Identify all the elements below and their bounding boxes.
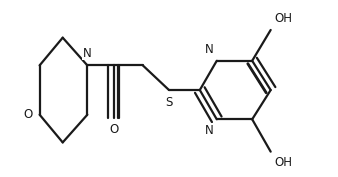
Text: O: O — [24, 108, 33, 121]
Text: N: N — [205, 124, 214, 137]
Text: OH: OH — [274, 12, 292, 25]
Text: N: N — [205, 43, 214, 56]
Text: OH: OH — [274, 156, 292, 169]
Text: S: S — [165, 96, 173, 109]
Text: N: N — [83, 47, 92, 60]
Text: O: O — [109, 123, 118, 136]
